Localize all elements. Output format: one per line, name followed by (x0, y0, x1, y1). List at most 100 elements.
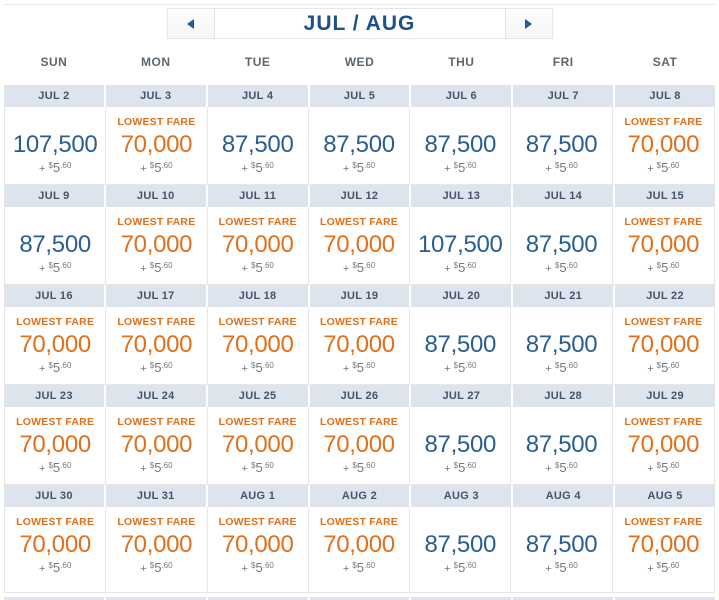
fare-cell[interactable]: LOWEST FARE 70,000 + $5.60 (308, 407, 411, 485)
tax-whole: 5 (255, 260, 263, 275)
fare-cell[interactable]: LOWEST FARE 70,000 + $5.60 (612, 307, 714, 385)
tax-currency-symbol: $ (48, 361, 53, 370)
lowest-fare-label (208, 116, 308, 131)
tax-whole: 5 (154, 360, 162, 375)
tax-currency-symbol: $ (352, 561, 357, 570)
taxes-fees: + $5.60 (208, 160, 308, 175)
miles-price: 70,000 (120, 131, 193, 158)
lowest-fare-label (511, 416, 611, 431)
fare-cell[interactable]: 87,500 + $5.60 (511, 307, 613, 385)
date-label-partial (4, 597, 104, 600)
date-label: JUL 3 (105, 85, 206, 107)
lowest-fare-label (410, 516, 510, 531)
fare-cell[interactable]: 87,500 + $5.60 (410, 407, 512, 485)
tax-plus: + (444, 563, 454, 575)
fare-cell[interactable]: 87,500 + $5.60 (308, 107, 411, 185)
tax-whole: 5 (356, 360, 365, 375)
lowest-fare-label: LOWEST FARE (624, 516, 703, 528)
date-label: JUL 10 (105, 185, 206, 207)
weekday-label: WED (344, 55, 375, 69)
fare-cell[interactable]: 87,500 + $5.60 (410, 307, 512, 385)
tax-plus: + (342, 163, 353, 175)
tax-whole: 5 (154, 460, 162, 475)
date-strip: JUL 16 JUL 17 JUL 18 JUL 19 JUL 20 JUL 21 JUL … (4, 285, 715, 307)
fare-cell[interactable]: LOWEST FARE 70,000 + $5.60 (5, 307, 107, 385)
taxes-fees: + $5.60 (309, 260, 409, 275)
fare-cell[interactable]: LOWEST FARE 70,000 + $5.60 (5, 407, 107, 485)
fare-cell[interactable]: 87,500 + $5.60 (511, 207, 613, 285)
fare-cell[interactable]: LOWEST FARE 70,000 + $5.60 (207, 507, 309, 593)
taxes-fees: + $5.60 (5, 360, 105, 375)
fare-cell[interactable]: LOWEST FARE 70,000 + $5.60 (106, 307, 208, 385)
fare-cell[interactable]: 87,500 + $5.60 (410, 507, 512, 593)
weekday-label: FRI (552, 55, 574, 69)
fare-cell[interactable]: LOWEST FARE 70,000 + $5.60 (612, 507, 714, 593)
fare-cell[interactable]: LOWEST FARE 70,000 + $5.60 (106, 407, 208, 485)
fare-cell[interactable]: LOWEST FARE 70,000 + $5.60 (612, 207, 714, 285)
tax-plus: + (444, 163, 454, 175)
tax-currency-symbol: $ (554, 261, 560, 270)
lowest-fare-label (309, 116, 409, 131)
next-month-button[interactable] (504, 8, 553, 39)
taxes-fees: + $5.60 (5, 160, 105, 175)
fare-cell[interactable]: LOWEST FARE 70,000 + $5.60 (612, 107, 714, 185)
taxes-fees: + $5.60 (613, 460, 714, 475)
lowest-fare-label: LOWEST FARE (319, 316, 399, 328)
fare-row: 87,500 + $5.60 LOWEST FARE 70,000 + $5.60 LOW… (4, 207, 715, 285)
fare-cell[interactable]: LOWEST FARE 70,000 + $5.60 (308, 207, 411, 285)
fare-cell[interactable]: LOWEST FARE 70,000 + $5.60 (106, 507, 208, 593)
tax-cents: .60 (262, 561, 274, 570)
tax-currency-symbol: $ (352, 261, 357, 270)
fare-cell[interactable]: 87,500 + $5.60 (511, 407, 613, 485)
lowest-fare-label (410, 216, 510, 231)
fare-cell[interactable]: LOWEST FARE 70,000 + $5.60 (106, 207, 208, 285)
fare-cell[interactable]: 87,500 + $5.60 (410, 107, 512, 185)
tax-whole: 5 (52, 360, 61, 375)
taxes-fees: + $5.60 (410, 160, 510, 175)
fare-cell[interactable]: 87,500 + $5.60 (207, 107, 309, 185)
fare-cell[interactable]: LOWEST FARE 70,000 + $5.60 (612, 407, 714, 485)
tax-whole: 5 (356, 160, 365, 175)
chevron-right-icon (525, 18, 532, 29)
fare-cell[interactable]: LOWEST FARE 70,000 + $5.60 (308, 307, 411, 385)
tax-cents: .60 (668, 461, 680, 470)
tax-whole: 5 (458, 360, 466, 375)
tax-plus: + (647, 263, 657, 275)
tax-whole: 5 (559, 160, 567, 175)
fare-cell[interactable]: 107,500 + $5.60 (5, 107, 107, 185)
fare-cell[interactable]: LOWEST FARE 70,000 + $5.60 (207, 307, 309, 385)
taxes-fees: + $5.60 (511, 260, 611, 275)
tax-plus: + (545, 563, 555, 575)
miles-price: 70,000 (120, 331, 193, 358)
date-label: JUL 15 (615, 185, 715, 207)
tax-currency-symbol: $ (453, 561, 459, 570)
taxes-fees: + $5.60 (309, 460, 409, 475)
tax-currency-symbol: $ (656, 461, 662, 470)
prev-month-button[interactable] (166, 8, 215, 39)
weekday-label: MON (141, 55, 171, 69)
tax-plus: + (241, 263, 252, 275)
date-label: JUL 18 (207, 285, 308, 307)
lowest-fare-label: LOWEST FARE (624, 216, 703, 228)
fare-cell[interactable]: 107,500 + $5.60 (410, 207, 512, 285)
tax-currency-symbol: $ (251, 561, 256, 570)
lowest-fare-label: LOWEST FARE (218, 516, 297, 528)
miles-price: 87,500 (525, 231, 598, 258)
tax-currency-symbol: $ (554, 161, 560, 170)
tax-whole: 5 (255, 160, 263, 175)
miles-price: 87,500 (424, 131, 497, 158)
tax-whole: 5 (458, 560, 466, 575)
tax-currency-symbol: $ (656, 561, 662, 570)
fare-cell[interactable]: LOWEST FARE 70,000 + $5.60 (5, 507, 107, 593)
fare-cell[interactable]: LOWEST FARE 70,000 + $5.60 (308, 507, 411, 593)
fare-cell[interactable]: 87,500 + $5.60 (511, 107, 613, 185)
fare-cell[interactable]: LOWEST FARE 70,000 + $5.60 (106, 107, 208, 185)
taxes-fees: + $5.60 (511, 460, 611, 475)
fare-cell[interactable]: 87,500 + $5.60 (511, 507, 613, 593)
fare-cell[interactable]: LOWEST FARE 70,000 + $5.60 (207, 207, 309, 285)
taxes-fees: + $5.60 (511, 560, 611, 575)
weekday-header-row: SUN MON TUE WED THU FRI SAT (4, 39, 715, 85)
tax-cents: .60 (60, 461, 72, 470)
fare-cell[interactable]: 87,500 + $5.60 (5, 207, 107, 285)
fare-cell[interactable]: LOWEST FARE 70,000 + $5.60 (207, 407, 309, 485)
